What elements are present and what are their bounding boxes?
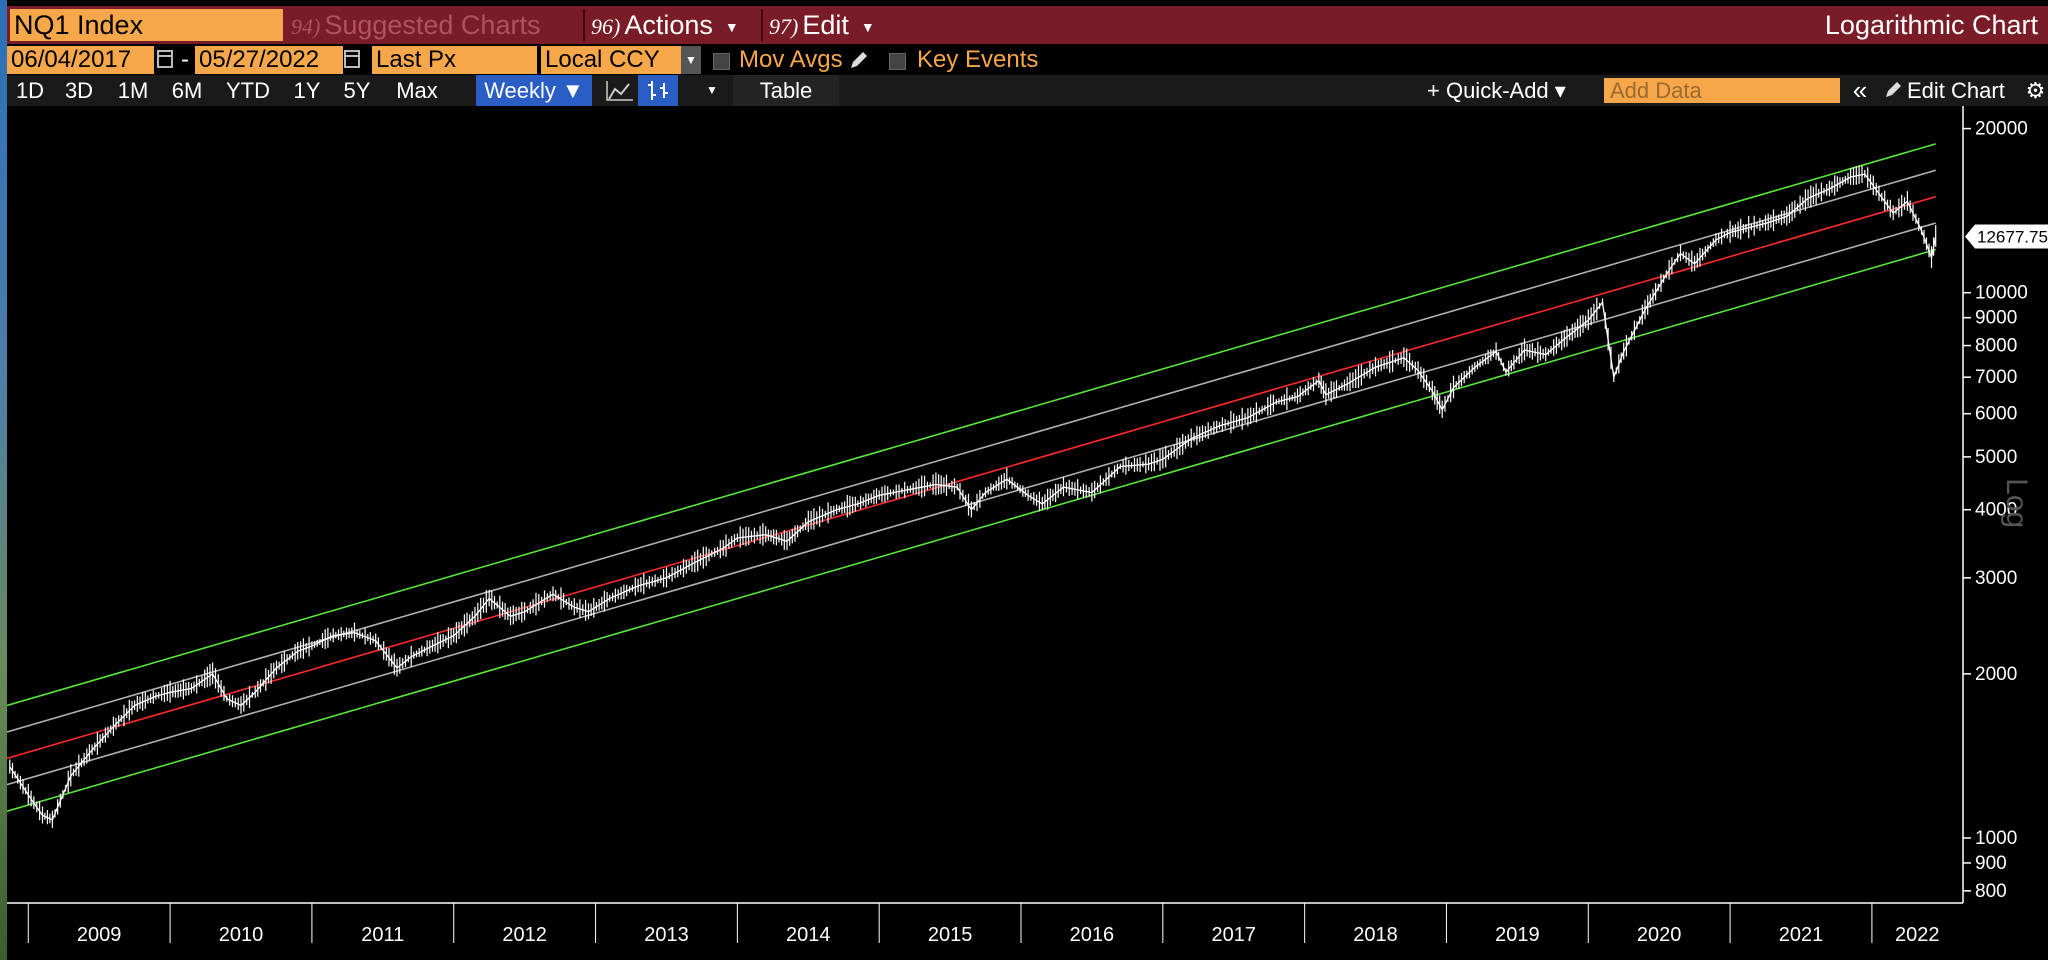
actions-menu[interactable]: 96) Actions ▼	[583, 9, 761, 41]
quick-add-button[interactable]: + Quick-Add ▾	[1427, 78, 1566, 103]
window-edge	[0, 0, 7, 960]
x-axis: 2009 2010 2011 2012 2013 2014 2015 2016 2017 2018…	[7, 902, 1963, 946]
header-bar: NQ1 Index 94) Suggested Charts 96) Actions…	[7, 6, 2048, 44]
frequency-dropdown[interactable]: Weekly ▼	[476, 75, 592, 106]
mov-avgs-checkbox[interactable]	[713, 53, 730, 70]
range-button-max[interactable]: Max	[396, 78, 438, 103]
menu-number: 97)	[769, 14, 799, 39]
controls-bar: 06/04/2017 - 05/27/2022 Last Px Local CC…	[7, 46, 2048, 74]
currency-selector[interactable]: Local CCY	[541, 46, 681, 74]
candle-chart-icon[interactable]	[638, 75, 678, 106]
dropdown-arrow-icon: ▼	[860, 18, 875, 35]
pencil-icon	[1886, 82, 1901, 97]
y-tick-label: 9000	[1975, 308, 2017, 329]
y-tick-label: 1000	[1975, 828, 2017, 849]
range-button-1m[interactable]: 1M	[117, 78, 149, 103]
pencil-icon[interactable]	[847, 50, 869, 72]
range-bar: 1D 3D 1M 6M YTD 1Y 5Y Max Weekly ▼ ▼ Tab…	[7, 75, 2048, 106]
x-tick-label: 2021	[1779, 924, 1824, 946]
dropdown-arrow-icon[interactable]: ▼	[706, 83, 718, 97]
collapse-button[interactable]: «	[1852, 75, 1868, 105]
y-tick-label: 900	[1975, 853, 2007, 874]
x-tick-label: 2016	[1070, 924, 1115, 946]
x-tick-label: 2017	[1211, 924, 1256, 946]
dropdown-arrow-icon[interactable]: ▼	[681, 46, 701, 74]
dropdown-arrow-icon: ▼	[724, 18, 739, 35]
y-tick-label: 5000	[1975, 447, 2017, 468]
range-button-6m[interactable]: 6M	[171, 78, 203, 103]
suggested-charts-menu[interactable]: 94) Suggested Charts	[291, 9, 581, 41]
plot-area	[7, 143, 1937, 828]
y-axis-scale-label: Log	[2000, 478, 2033, 528]
price-chart[interactable]: 800 900 1000 2000 3000 4000 5000 6000 7000 8000 90…	[7, 106, 2048, 960]
range-button-3d[interactable]: 3D	[64, 78, 94, 103]
menu-number: 94)	[291, 14, 321, 39]
calendar-icon[interactable]	[157, 50, 173, 68]
y-tick-label: 2000	[1975, 664, 2017, 685]
last-value-label: 12677.75	[1977, 228, 2048, 247]
y-tick-label: 4000	[1975, 500, 2017, 521]
gear-icon[interactable]: ⚙	[2025, 78, 2046, 103]
add-data-input[interactable]: Add Data	[1604, 78, 1840, 103]
y-axis: 800 900 1000 2000 3000 4000 5000 6000 7000 8000 90…	[1962, 106, 2028, 903]
x-tick-label: 2012	[502, 924, 547, 946]
x-tick-label: 2020	[1637, 924, 1682, 946]
x-tick-label: 2011	[361, 924, 404, 946]
table-button[interactable]: Table	[733, 75, 839, 106]
x-tick-label: 2010	[219, 924, 264, 946]
x-tick-label: 2009	[77, 924, 122, 946]
key-events-label: Key Events	[917, 46, 1039, 73]
line-chart-icon[interactable]	[601, 75, 641, 106]
edit-chart-button[interactable]: Edit Chart	[1907, 78, 2005, 103]
x-tick-label: 2018	[1353, 924, 1398, 946]
price-bars	[9, 165, 1937, 828]
menu-number: 96)	[591, 14, 621, 39]
inner-upper-line	[7, 169, 1936, 733]
last-value-marker: 12677.75	[1965, 224, 2048, 249]
edit-menu[interactable]: 97) Edit ▼	[761, 9, 899, 41]
outer-lower-line	[7, 248, 1936, 812]
menu-label: Edit	[802, 10, 849, 40]
regression-mid-line	[7, 195, 1936, 760]
calendar-icon[interactable]	[344, 50, 360, 68]
y-tick-label: 6000	[1975, 404, 2017, 425]
menu-label: Suggested Charts	[324, 10, 541, 40]
key-events-checkbox[interactable]	[889, 53, 906, 70]
range-button-ytd[interactable]: YTD	[226, 78, 270, 103]
range-button-5y[interactable]: 5Y	[343, 78, 371, 103]
price-line	[9, 173, 1937, 821]
y-tick-label: 20000	[1975, 119, 2028, 140]
y-tick-label: 800	[1975, 881, 2007, 902]
x-tick-label: 2019	[1495, 924, 1540, 946]
range-button-1y[interactable]: 1Y	[293, 78, 321, 103]
date-separator: -	[181, 46, 189, 73]
ticker-field[interactable]: NQ1 Index	[10, 9, 283, 41]
x-tick-label: 2022	[1895, 924, 1940, 946]
menu-label: Actions	[624, 10, 713, 40]
start-date-field[interactable]: 06/04/2017	[7, 46, 154, 74]
range-button-1d[interactable]: 1D	[15, 78, 45, 103]
mov-avgs-label: Mov Avgs	[739, 46, 843, 73]
y-tick-label: 8000	[1975, 336, 2017, 357]
y-tick-label: 7000	[1975, 367, 2017, 388]
end-date-field[interactable]: 05/27/2022	[195, 46, 343, 74]
x-tick-label: 2013	[644, 924, 689, 946]
outer-upper-line	[7, 143, 1936, 707]
x-tick-label: 2014	[786, 924, 831, 946]
x-tick-label: 2015	[928, 924, 973, 946]
field-selector[interactable]: Last Px	[372, 46, 537, 74]
y-tick-label: 10000	[1975, 283, 2028, 304]
chart-mode-title: Logarithmic Chart	[1824, 10, 2038, 40]
y-tick-label: 3000	[1975, 568, 2017, 589]
